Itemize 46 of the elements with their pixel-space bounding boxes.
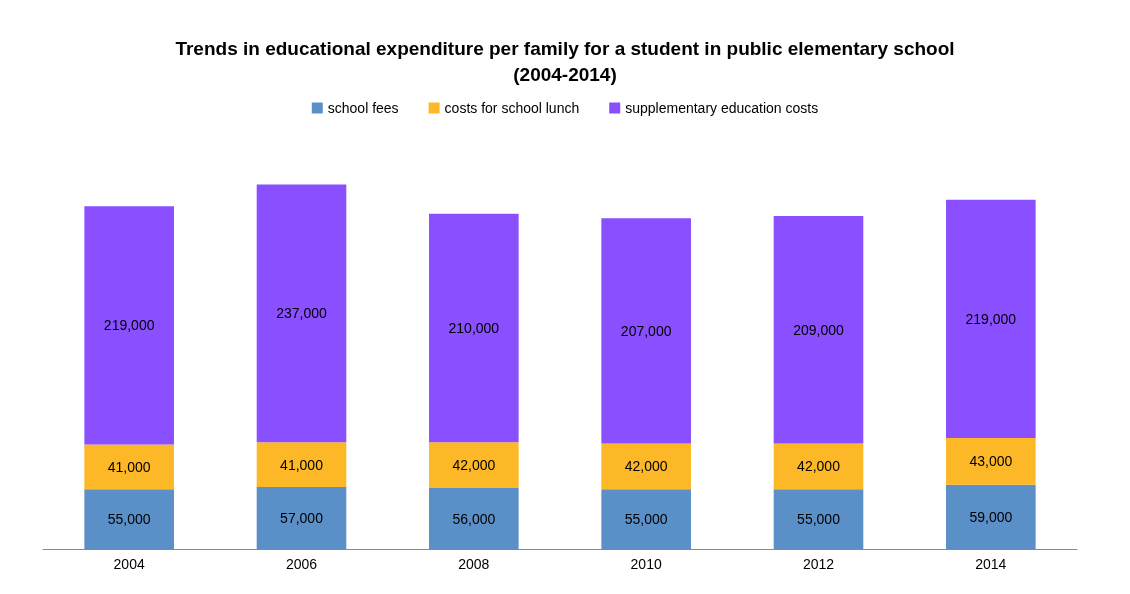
data-label: 55,000 (797, 511, 841, 528)
data-label: 237,000 (276, 305, 328, 322)
bar (946, 438, 1036, 485)
bar (84, 489, 174, 549)
data-label: 209,000 (793, 321, 845, 338)
data-label: 42,000 (452, 457, 496, 474)
data-label: 55,000 (107, 511, 151, 528)
bar (773, 489, 864, 549)
bar (601, 489, 691, 549)
bar (256, 486, 347, 549)
x-tick-label: 2012 (802, 556, 835, 572)
data-label: 57,000 (280, 509, 324, 526)
chart-title: Trends in educational expenditure per family for a student in public elementary school (2004-2014) (175, 37, 955, 85)
data-label: 210,000 (448, 320, 500, 337)
data-label: 42,000 (624, 458, 668, 475)
bar (84, 444, 174, 490)
bar (946, 199, 1036, 438)
data-label: 41,000 (107, 458, 151, 475)
data-label: 43,000 (969, 453, 1013, 470)
x-tick-label: 2004 (113, 556, 145, 572)
data-label: 55,000 (624, 511, 668, 528)
data-label: 207,000 (620, 322, 672, 339)
data-label: 219,000 (103, 317, 155, 334)
data-label: 56,000 (452, 510, 496, 527)
bar (601, 218, 691, 444)
x-tick-label: 2008 (458, 556, 490, 572)
bar (429, 213, 519, 443)
x-tick-label: 2014 (975, 556, 1007, 572)
x-tick-label: 2006 (285, 556, 318, 572)
data-label: 41,000 (280, 456, 324, 473)
legend-label: supplementary education costs (625, 100, 819, 116)
data-label: 59,000 (969, 508, 1013, 525)
data-label: 219,000 (965, 310, 1017, 327)
bar (773, 443, 864, 490)
data-label: 42,000 (797, 458, 841, 475)
bar (946, 484, 1036, 549)
bar (429, 488, 519, 549)
bar (601, 443, 691, 490)
bar (429, 442, 519, 489)
x-tick-label: 2010 (630, 556, 662, 572)
bar (84, 206, 174, 445)
legend-label: costs for school lunch (444, 100, 580, 116)
bar (773, 216, 864, 444)
bar (256, 184, 347, 443)
bar (256, 442, 347, 487)
legend-label: school fees (327, 100, 399, 116)
